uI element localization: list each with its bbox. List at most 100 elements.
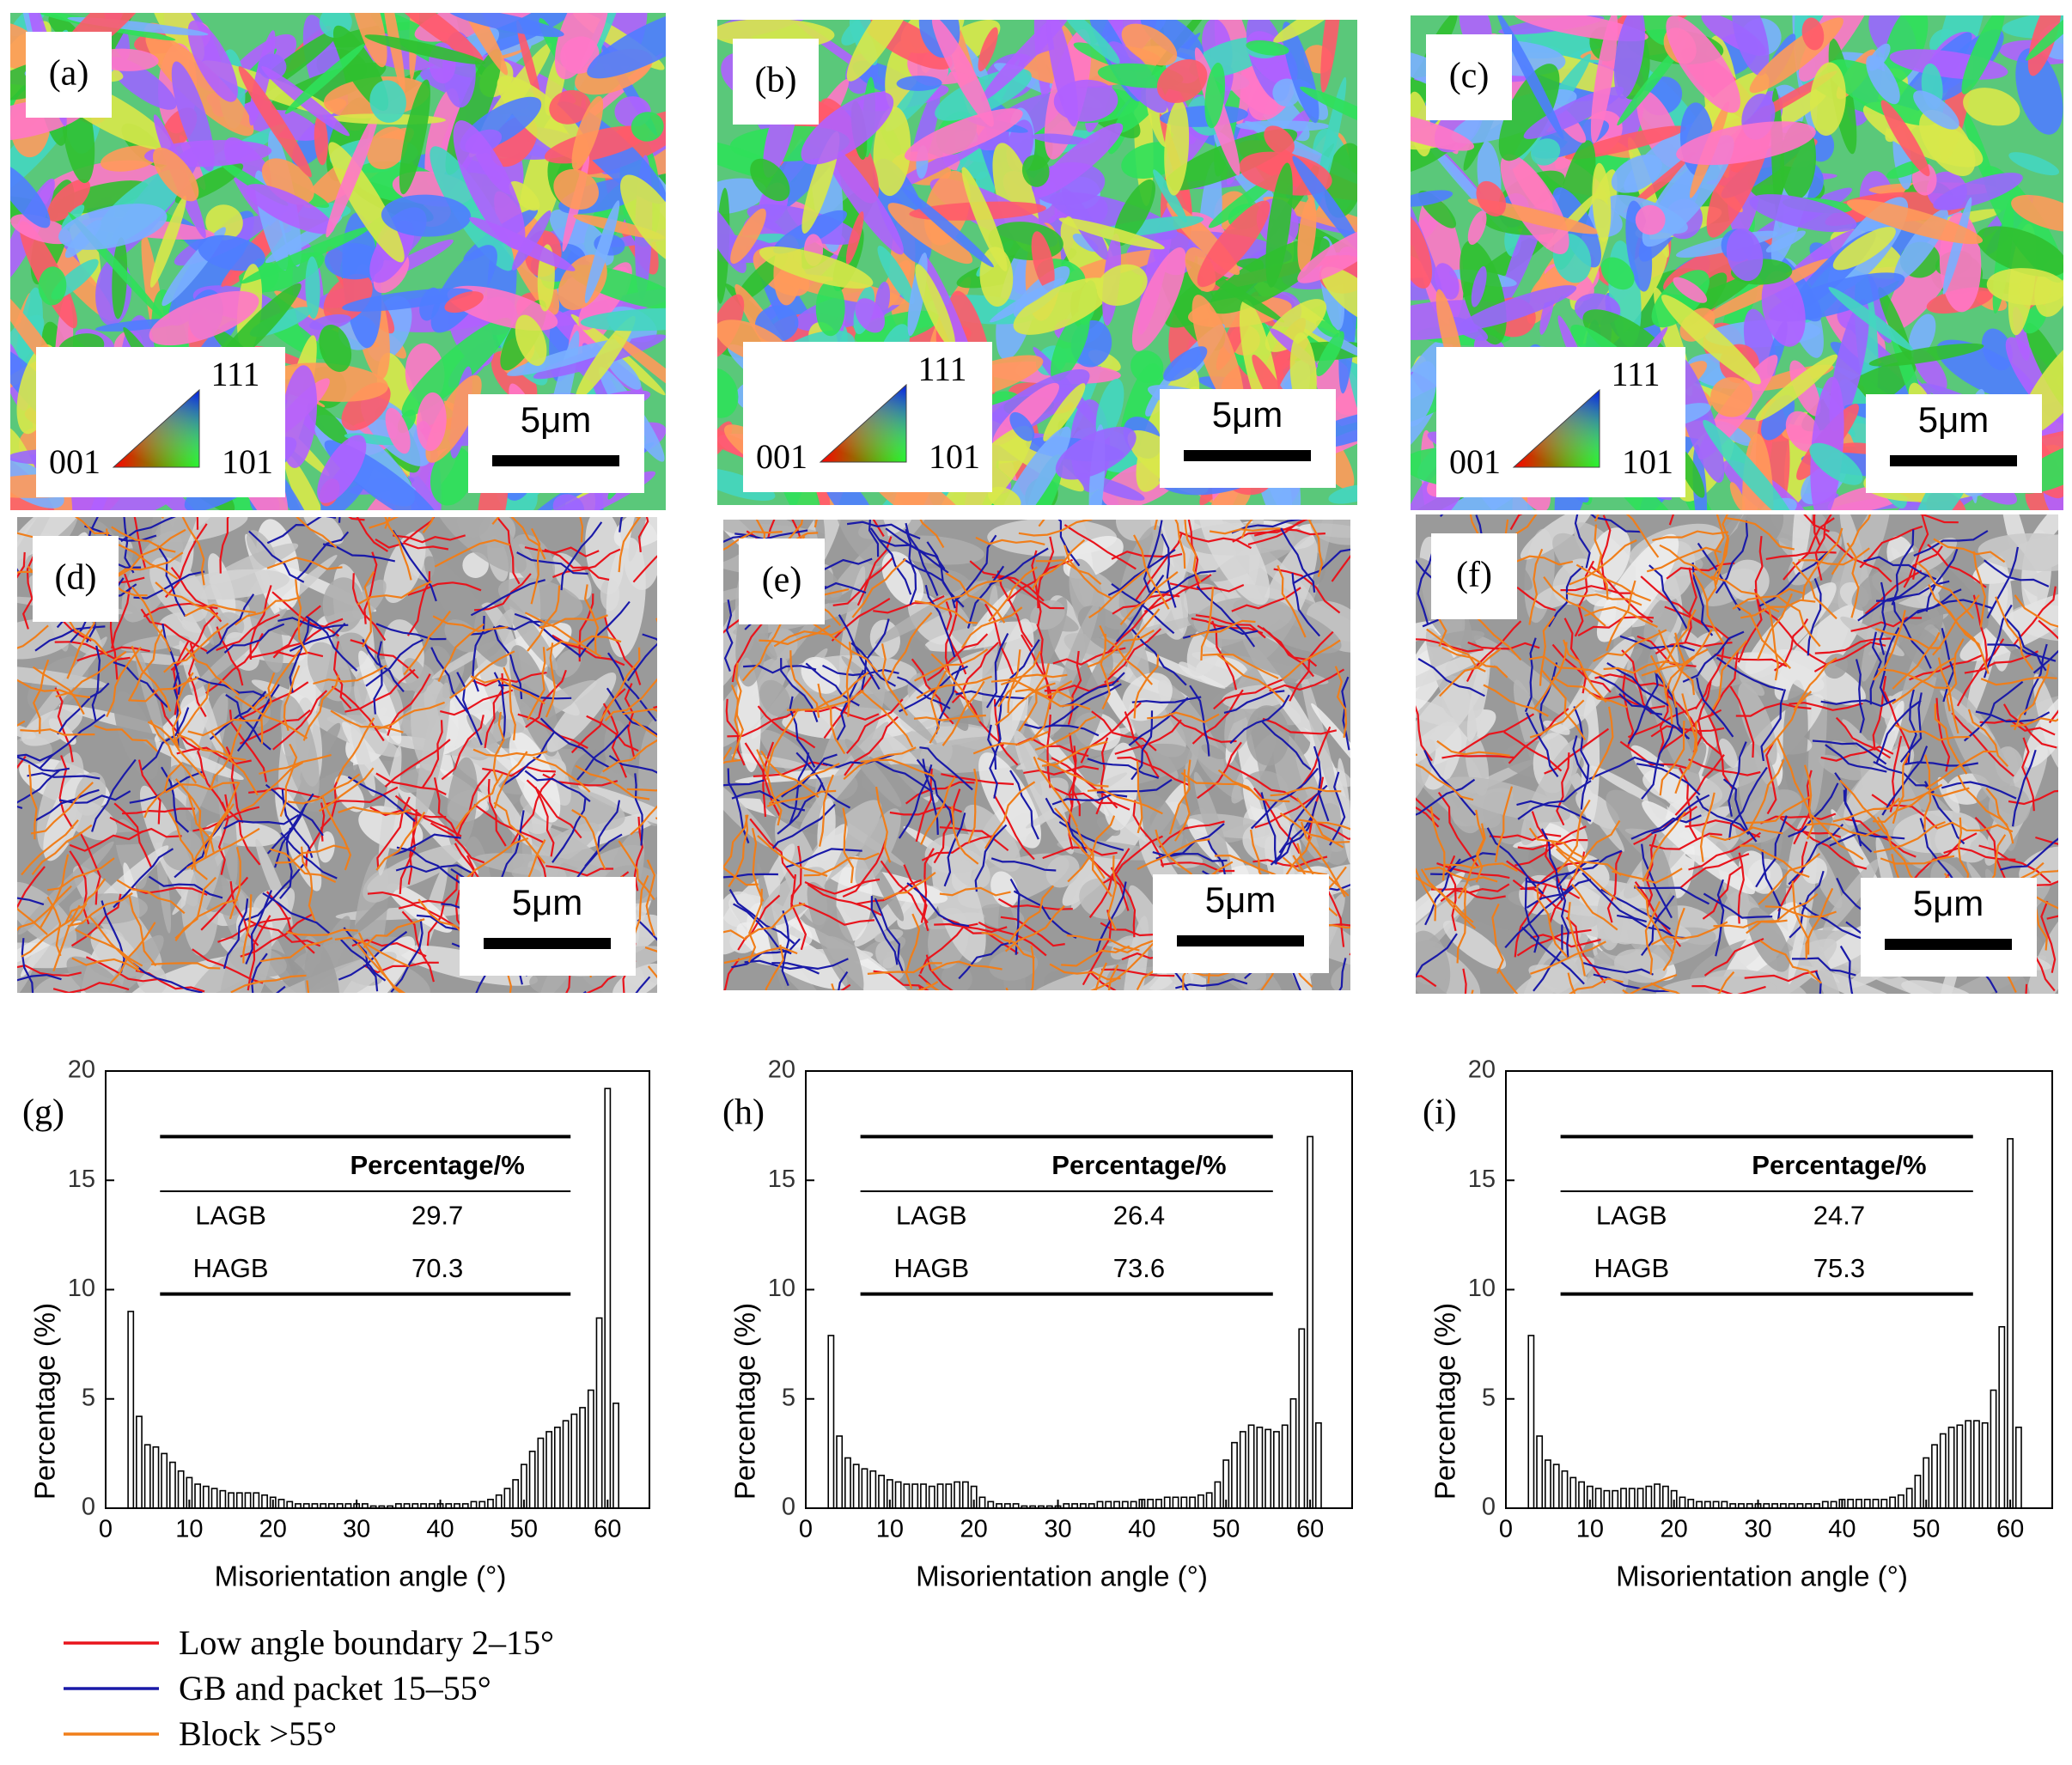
boundary-line [1946, 638, 1965, 712]
boundary-line [406, 571, 431, 636]
panel-label: (b) [755, 61, 797, 100]
boundary-line [1927, 544, 1987, 588]
grain [219, 922, 272, 993]
boundary-line [1767, 604, 1779, 681]
boundary-line [1807, 578, 1822, 656]
boundary-line [1799, 827, 1868, 870]
boundary-line [604, 678, 657, 721]
boundary-line [27, 772, 101, 780]
boundary-line [974, 824, 1008, 892]
grain [319, 325, 352, 373]
boundary-line [1273, 800, 1318, 864]
boundary-line [387, 673, 431, 736]
boundary-line [1022, 722, 1100, 737]
y-tick-label: 10 [1468, 1275, 1496, 1302]
boundary-line [883, 872, 936, 900]
grain [759, 679, 791, 717]
table-header: Percentage/% [350, 1150, 524, 1180]
boundary-line [454, 770, 491, 842]
grain [66, 956, 128, 993]
scale-box [1866, 394, 2042, 493]
x-tick-label: 40 [1128, 1516, 1155, 1543]
boundary-line [111, 526, 176, 553]
boundary-line [530, 527, 541, 605]
grain [2023, 690, 2058, 769]
grain [302, 517, 344, 545]
boundary-line [140, 608, 208, 653]
bar [1965, 1420, 1972, 1509]
boundary-line [1467, 641, 1540, 650]
grain [1942, 197, 1972, 295]
boundary-line [470, 579, 545, 617]
grain [1282, 21, 1319, 124]
boundary-line [514, 612, 581, 657]
boundary-line [745, 903, 806, 939]
boundary-line [1760, 689, 1787, 762]
bar [1155, 1499, 1162, 1509]
boundary-line [1805, 822, 1881, 837]
boundary-line [1033, 756, 1078, 828]
boundary-line [244, 863, 305, 922]
grain [1695, 630, 1723, 647]
boundary-line [430, 647, 470, 715]
boundary-line [1907, 689, 1917, 764]
grain [2008, 152, 2060, 176]
grain [1809, 62, 1846, 137]
boundary-line [21, 938, 34, 993]
boundary-line [1759, 940, 1823, 984]
grain [18, 841, 114, 935]
boundary-line [867, 962, 942, 975]
boundary-line [990, 857, 1057, 872]
grain [1828, 287, 1913, 351]
boundary-line [1552, 676, 1628, 709]
boundary-line [898, 764, 933, 839]
boundary-line [943, 813, 966, 887]
grain [1765, 230, 1806, 253]
boundary-line [1903, 588, 1962, 624]
boundary-line [560, 521, 603, 591]
grain [1292, 155, 1357, 253]
grain [100, 145, 161, 172]
boundary-line [1911, 832, 1978, 884]
boundary-line [1650, 982, 1681, 994]
boundary-line [1909, 654, 1984, 681]
boundary-line [1429, 806, 1446, 881]
grain [877, 246, 915, 305]
boundary-line [242, 894, 253, 964]
grain [577, 783, 657, 831]
boundary-line [790, 873, 807, 951]
boundary-line [109, 922, 156, 984]
boundary-line [1087, 630, 1155, 668]
grain [46, 179, 90, 222]
boundary-line [831, 983, 835, 990]
boundary-line [990, 673, 1068, 683]
grain [1163, 346, 1208, 381]
boundary-line [64, 878, 107, 923]
boundary-line [1732, 587, 1806, 610]
boundary-line [168, 812, 208, 880]
boundary-line [249, 585, 272, 660]
grain [994, 426, 1071, 505]
grain [1058, 217, 1165, 250]
bar [595, 1317, 603, 1509]
boundary-line [1932, 594, 1980, 656]
boundary-line [347, 776, 416, 823]
bar [1679, 1496, 1686, 1509]
boundary-line [1005, 987, 1009, 990]
boundary-line [583, 584, 600, 654]
boundary-line [1934, 703, 1968, 775]
boundary-line [1563, 639, 1607, 703]
y-axis-label: Percentage (%) [729, 1303, 761, 1500]
boundary-line [838, 614, 881, 690]
boundary-line [17, 897, 45, 906]
boundary-line [1986, 546, 2019, 619]
boundary-line [868, 520, 880, 557]
boundary-line [725, 698, 746, 766]
boundary-line [1649, 654, 1673, 725]
boundary-line [54, 641, 131, 661]
boundary-line [17, 755, 27, 770]
boundary-line [642, 633, 657, 642]
bar [1661, 1485, 1669, 1509]
grain [1943, 687, 2018, 814]
grain [304, 942, 340, 993]
